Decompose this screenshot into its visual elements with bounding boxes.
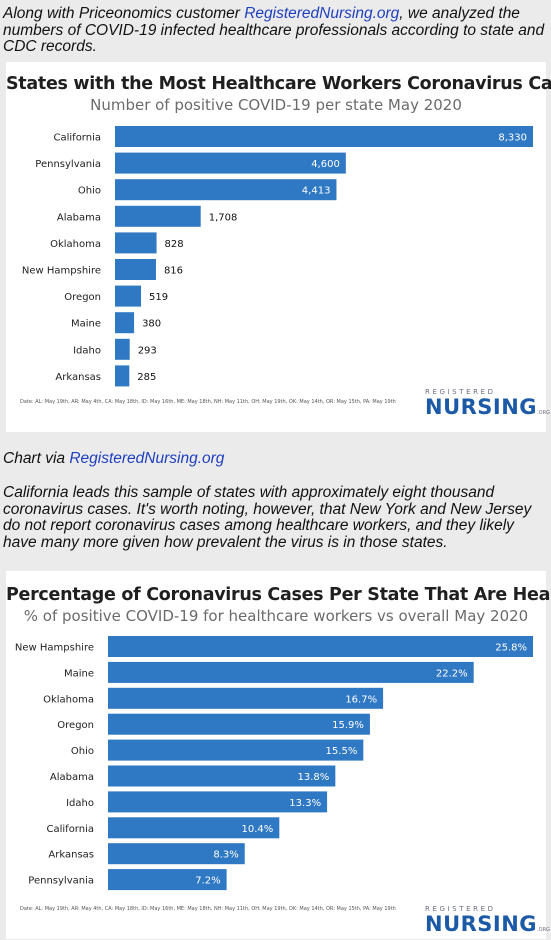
logo-suffix: .ORG bbox=[537, 927, 550, 933]
chart-subtitle: % of positive COVID-19 for healthcare wo… bbox=[23, 607, 529, 625]
bar-alabama bbox=[115, 205, 201, 227]
value-label: 13.8% bbox=[298, 772, 330, 783]
value-label: 519 bbox=[149, 292, 168, 303]
chart-caption: Chart via RegisteredNursing.org bbox=[3, 450, 549, 468]
category-label: Pennsylvania bbox=[28, 876, 94, 887]
bar-ohio bbox=[108, 739, 364, 761]
caption-text: Chart via bbox=[3, 450, 70, 467]
category-label: Arkansas bbox=[48, 850, 94, 861]
logo-line2: NURSING bbox=[425, 912, 538, 936]
bar-oklahoma bbox=[108, 687, 384, 709]
category-label: Idaho bbox=[73, 345, 101, 356]
bar-idaho bbox=[115, 338, 130, 360]
value-label: 8,330 bbox=[498, 133, 527, 144]
intro-text: Along with Priceonomics customer bbox=[3, 5, 245, 22]
body-paragraph: California leads this sample of states w… bbox=[3, 484, 532, 551]
bar-california bbox=[108, 817, 280, 839]
bar-oklahoma bbox=[115, 232, 157, 254]
chart-plot-percentage: New Hampshire 25.8% Maine 22.2% Oklahoma 16.7… bbox=[15, 636, 533, 891]
chart-subtitle: Number of positive COVID-19 per state Ma… bbox=[90, 96, 462, 114]
category-label: Oregon bbox=[64, 292, 101, 303]
category-label: Ohio bbox=[78, 186, 101, 197]
category-label: Arkansas bbox=[55, 372, 101, 383]
category-label: New Hampshire bbox=[22, 266, 101, 277]
bar-ohio bbox=[115, 179, 337, 201]
category-label: Ohio bbox=[71, 746, 94, 757]
value-label: 8.3% bbox=[213, 850, 238, 861]
value-label: 816 bbox=[164, 266, 183, 277]
registerednursing-link[interactable]: RegisteredNursing.org bbox=[244, 5, 400, 22]
value-label: 13.3% bbox=[289, 798, 321, 809]
bar-new-hampshire bbox=[108, 636, 533, 657]
category-label: Alabama bbox=[50, 772, 94, 783]
registered-nursing-logo: REGISTERED NURSING.ORG bbox=[425, 388, 550, 419]
chart-card-cases: States with the Most Healthcare Workers … bbox=[6, 62, 551, 432]
bar-pennsylvania bbox=[108, 869, 227, 891]
category-label: Maine bbox=[64, 668, 94, 679]
bar-maine bbox=[115, 312, 135, 334]
value-label: 1,708 bbox=[209, 212, 238, 223]
category-label: Idaho bbox=[66, 798, 94, 809]
value-label: 4,413 bbox=[302, 186, 331, 197]
logo-line1: REGISTERED bbox=[425, 388, 496, 396]
value-label: 15.9% bbox=[332, 720, 364, 731]
value-label: 828 bbox=[165, 239, 184, 250]
chart-footnote: Date: AL: May 19th, AR: May 4th, CA: May… bbox=[20, 906, 396, 912]
category-label: Maine bbox=[71, 319, 101, 330]
value-label: 16.7% bbox=[345, 694, 377, 705]
bar-maine bbox=[108, 661, 474, 683]
registered-nursing-logo: REGISTERED NURSING.ORG bbox=[425, 905, 550, 936]
logo-suffix: .ORG bbox=[537, 410, 550, 416]
bar-oregon bbox=[108, 713, 370, 735]
value-label: 25.8% bbox=[495, 643, 527, 654]
chart-plot-cases: California 8,330 Pennsylvania 4,600 Ohio 4,41… bbox=[22, 126, 533, 387]
intro-text-end: , we analyzed the numbers of COVID-19 in… bbox=[3, 5, 545, 55]
value-label: 285 bbox=[137, 372, 156, 383]
value-label: 7.2% bbox=[195, 876, 220, 887]
bar-idaho bbox=[108, 791, 328, 813]
chart-footnote: Date: AL: May 19th, AR: May 4th, CA: May… bbox=[20, 399, 396, 405]
caption-link[interactable]: RegisteredNursing.org bbox=[69, 450, 225, 467]
intro-paragraph: Along with Priceonomics customer Registe… bbox=[3, 5, 549, 56]
bar-oregon bbox=[115, 285, 142, 307]
value-label: 380 bbox=[142, 319, 161, 330]
category-label: Pennsylvania bbox=[35, 159, 101, 170]
category-label: Alabama bbox=[57, 212, 101, 223]
bar-arkansas bbox=[115, 365, 130, 387]
chart-title: Percentage of Coronavirus Cases Per Stat… bbox=[6, 585, 551, 605]
category-label: Oregon bbox=[57, 720, 94, 731]
bar-california bbox=[115, 126, 533, 147]
bar-alabama bbox=[108, 765, 336, 787]
category-label: California bbox=[54, 133, 102, 144]
category-label: Oklahoma bbox=[43, 694, 94, 705]
logo-line2: NURSING bbox=[425, 395, 538, 419]
value-label: 4,600 bbox=[311, 159, 340, 170]
bar-new-hampshire bbox=[115, 259, 156, 280]
chart-title: States with the Most Healthcare Workers … bbox=[6, 74, 551, 94]
value-label: 22.2% bbox=[436, 668, 468, 679]
value-label: 293 bbox=[138, 345, 157, 356]
category-label: New Hampshire bbox=[15, 643, 94, 654]
value-label: 10.4% bbox=[242, 824, 274, 835]
bar-arkansas bbox=[108, 843, 245, 865]
chart-card-percentage: Percentage of Coronavirus Cases Per Stat… bbox=[6, 571, 551, 939]
bar-pennsylvania bbox=[115, 152, 346, 174]
value-label: 15.5% bbox=[326, 746, 358, 757]
category-label: Oklahoma bbox=[50, 239, 101, 250]
category-label: California bbox=[47, 824, 95, 835]
logo-line1: REGISTERED bbox=[425, 905, 496, 913]
